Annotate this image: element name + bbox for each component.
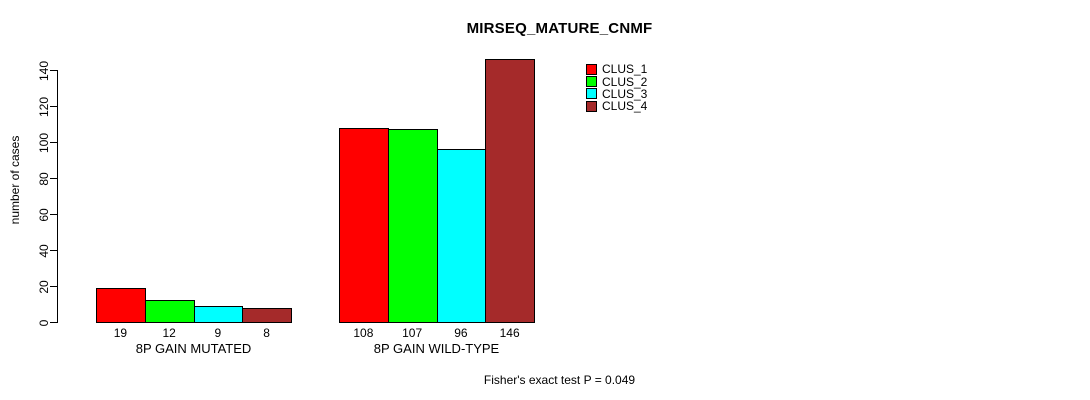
legend-swatch-icon: [586, 63, 597, 75]
y-tick-label: 80: [37, 171, 51, 186]
y-tick-label: 140: [37, 60, 51, 81]
bar-value-label: 146: [499, 326, 520, 340]
legend-swatch-icon: [586, 100, 597, 112]
bar-clus_2-2: [387, 129, 438, 323]
legend-label: CLUS_2: [602, 74, 648, 89]
y-tick-label: 100: [37, 132, 51, 153]
bar-value-label: 12: [162, 326, 176, 340]
legend-swatch-icon: [586, 88, 597, 100]
y-tick-label: 60: [37, 207, 51, 222]
bar-value-label: 107: [402, 326, 423, 340]
annotation-text: Fisher's exact test P = 0.049: [483, 373, 636, 387]
bar-clus_1-2: [339, 127, 389, 323]
bar-clus_3-2: [436, 149, 487, 323]
chart-title: MIRSEQ_MATURE_CNMF: [466, 20, 653, 37]
bar-value-label: 9: [214, 326, 222, 340]
bar-value-label: 108: [353, 326, 374, 340]
y-axis-tick: [50, 250, 57, 251]
legend-item-clus_3: CLUS_3: [586, 86, 648, 101]
y-axis-tick: [50, 106, 57, 107]
y-axis-line: [57, 70, 58, 323]
bar-value-label: 96: [454, 326, 468, 340]
y-axis-tick: [50, 322, 57, 323]
bar-value-label: 8: [263, 326, 270, 340]
legend-label: CLUS_1: [602, 62, 648, 77]
y-tick-label: 120: [37, 96, 51, 117]
y-tick-label: 0: [37, 319, 51, 326]
bar-clus_3-1: [193, 305, 244, 323]
category-label: 8P GAIN WILD-TYPE: [373, 341, 500, 356]
bar-clus_4-1: [242, 307, 292, 323]
legend-item-clus_1: CLUS_1: [586, 62, 648, 77]
bar-clus_4-2: [485, 59, 535, 323]
y-axis-tick: [50, 70, 57, 71]
y-tick-label: 20: [37, 279, 51, 294]
legend-item-clus_4: CLUS_4: [586, 99, 648, 114]
bar-clus_2-1: [144, 300, 195, 323]
y-tick-label: 40: [37, 243, 51, 258]
y-axis-tick: [50, 214, 57, 215]
legend-swatch-icon: [586, 76, 597, 88]
bar-value-label: 19: [113, 326, 128, 340]
y-axis-tick: [50, 178, 57, 179]
category-label: 8P GAIN MUTATED: [135, 341, 252, 356]
legend-item-clus_2: CLUS_2: [586, 74, 648, 89]
legend-label: CLUS_3: [602, 86, 648, 101]
legend: CLUS_1 CLUS_2 CLUS_3 CLUS_4: [586, 62, 648, 114]
y-axis-label: number of cases: [8, 135, 22, 225]
legend-label: CLUS_4: [602, 99, 648, 114]
y-axis-tick: [50, 286, 57, 287]
bar-clus_1-1: [96, 287, 146, 323]
y-axis-tick: [50, 142, 57, 143]
